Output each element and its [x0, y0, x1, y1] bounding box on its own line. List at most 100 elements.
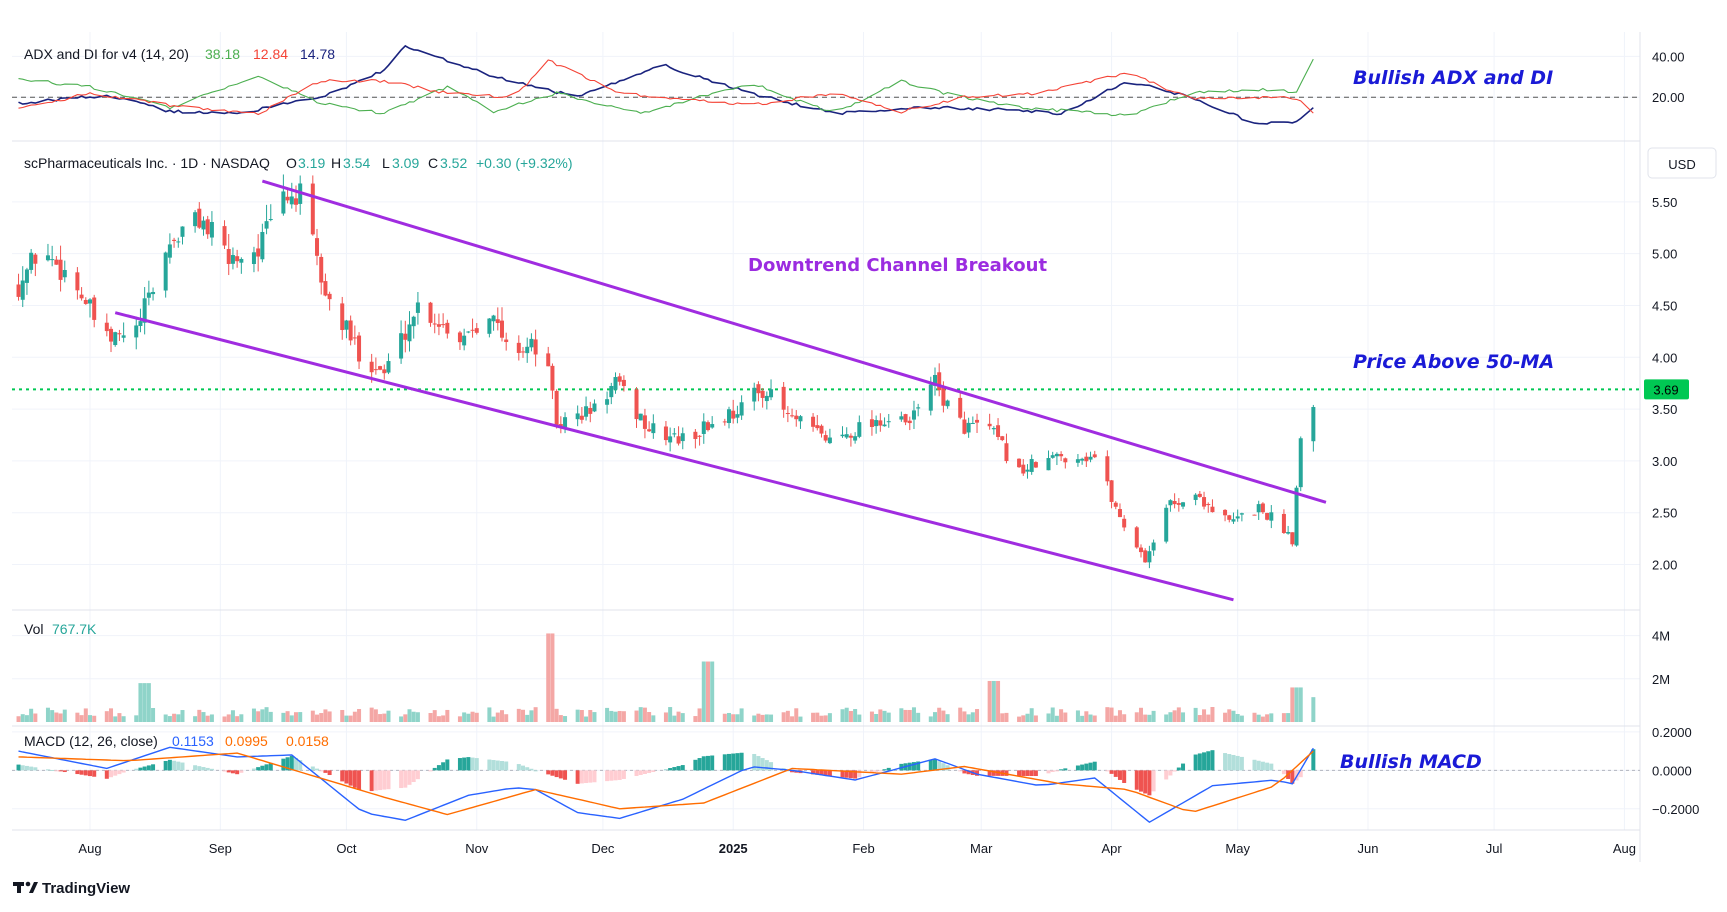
volume-bar[interactable] — [928, 716, 933, 722]
volume-bar[interactable] — [289, 715, 294, 722]
macd-hist-bar[interactable] — [819, 770, 824, 776]
candle[interactable] — [1080, 457, 1085, 465]
candle[interactable] — [899, 411, 904, 422]
candle[interactable] — [579, 406, 584, 424]
macd-hist-bar[interactable] — [428, 770, 433, 772]
macd-hist-bar[interactable] — [769, 762, 774, 771]
candle[interactable] — [134, 316, 139, 350]
candle[interactable] — [1063, 457, 1068, 469]
macd-hist-bar[interactable] — [1025, 770, 1030, 776]
candle[interactable] — [121, 322, 126, 343]
macd-hist-bar[interactable] — [1206, 751, 1211, 771]
candle[interactable] — [1143, 548, 1148, 563]
candle[interactable] — [403, 320, 408, 353]
volume-bar[interactable] — [529, 710, 534, 722]
volume-bar[interactable] — [1172, 710, 1177, 722]
candle[interactable] — [958, 390, 963, 420]
volume-bar[interactable] — [962, 711, 967, 722]
volume-bar[interactable] — [373, 709, 378, 722]
macd-hist-bar[interactable] — [1210, 750, 1215, 771]
volume-bar[interactable] — [554, 708, 559, 722]
volume-bar[interactable] — [45, 707, 50, 722]
macd-hist-bar[interactable] — [83, 770, 88, 776]
volume-bar[interactable] — [617, 710, 622, 722]
candle[interactable] — [1281, 509, 1286, 535]
volume-bar[interactable] — [109, 708, 114, 722]
volume-bar[interactable] — [609, 710, 614, 722]
candle[interactable] — [1256, 500, 1261, 520]
volume-bar[interactable] — [205, 715, 210, 722]
volume-bar[interactable] — [369, 707, 374, 722]
candle[interactable] — [142, 287, 147, 335]
volume-bar[interactable] — [996, 680, 1001, 722]
macd-hist-bar[interactable] — [457, 758, 462, 771]
macd-hist-bar[interactable] — [348, 770, 353, 786]
macd-hist-bar[interactable] — [752, 753, 757, 771]
candle[interactable] — [323, 273, 328, 297]
volume-bar[interactable] — [386, 710, 391, 722]
volume-bar[interactable] — [319, 713, 324, 722]
macd-hist-bar[interactable] — [462, 757, 467, 771]
macd-hist-bar[interactable] — [109, 770, 114, 778]
volume-bar[interactable] — [1206, 714, 1211, 722]
volume-bar[interactable] — [197, 709, 202, 722]
macd-hist-bar[interactable] — [1235, 755, 1240, 771]
macd-hist-bar[interactable] — [163, 760, 168, 771]
macd-hist-bar[interactable] — [617, 770, 622, 780]
volume-bar[interactable] — [415, 712, 420, 722]
candle[interactable] — [298, 175, 303, 215]
candle[interactable] — [176, 237, 181, 248]
volume-bar[interactable] — [958, 707, 963, 722]
macd-hist-bar[interactable] — [647, 770, 652, 774]
candle[interactable] — [462, 328, 467, 351]
macd-hist-bar[interactable] — [853, 770, 858, 779]
candle[interactable] — [1193, 493, 1198, 506]
candle[interactable] — [693, 429, 698, 449]
volume-bar[interactable] — [756, 713, 761, 722]
macd-hist-bar[interactable] — [882, 769, 887, 771]
volume-bar[interactable] — [781, 712, 786, 722]
macd-hist-bar[interactable] — [50, 769, 55, 771]
volume-bar[interactable] — [966, 714, 971, 722]
candle[interactable] — [1202, 491, 1207, 510]
volume-bar[interactable] — [445, 709, 450, 722]
candle[interactable] — [466, 331, 471, 334]
volume-bar[interactable] — [937, 707, 942, 722]
candle[interactable] — [163, 251, 168, 298]
macd-hist-bar[interactable] — [260, 765, 265, 771]
volume-bar[interactable] — [134, 715, 139, 722]
macd-hist-bar[interactable] — [844, 770, 849, 778]
macd-hist-bar[interactable] — [1033, 770, 1038, 777]
volume-bar[interactable] — [869, 711, 874, 722]
volume-bar[interactable] — [281, 712, 286, 722]
channel-upper-line[interactable] — [261, 179, 1327, 504]
volume-bar[interactable] — [853, 709, 858, 722]
volume-bar[interactable] — [727, 712, 731, 722]
volume-bar[interactable] — [697, 708, 702, 722]
volume-bar[interactable] — [1088, 714, 1093, 722]
volume-bar[interactable] — [117, 713, 122, 722]
macd-hist-bar[interactable] — [209, 768, 214, 771]
volume-bar[interactable] — [1075, 710, 1080, 722]
macd-hist-bar[interactable] — [928, 759, 933, 771]
candle[interactable] — [1025, 464, 1030, 479]
volume-bar[interactable] — [1286, 713, 1291, 722]
volume-bar[interactable] — [466, 713, 471, 722]
candle[interactable] — [113, 331, 118, 347]
candle[interactable] — [916, 403, 921, 417]
volume-bar[interactable] — [113, 716, 118, 722]
volume-bar[interactable] — [525, 714, 530, 722]
volume-bar[interactable] — [1143, 714, 1148, 722]
volume-bar[interactable] — [1000, 713, 1005, 722]
volume-bar[interactable] — [285, 711, 290, 722]
macd-hist-bar[interactable] — [201, 767, 206, 771]
volume-bar[interactable] — [1017, 716, 1022, 722]
macd-hist-bar[interactable] — [1269, 763, 1274, 771]
macd-hist-bar[interactable] — [327, 770, 332, 776]
tradingview-logo[interactable]: TradingView — [13, 880, 130, 897]
candle[interactable] — [1092, 450, 1097, 459]
volume-bar[interactable] — [1109, 707, 1114, 722]
candle[interactable] — [647, 421, 652, 433]
volume-bar[interactable] — [176, 714, 181, 722]
